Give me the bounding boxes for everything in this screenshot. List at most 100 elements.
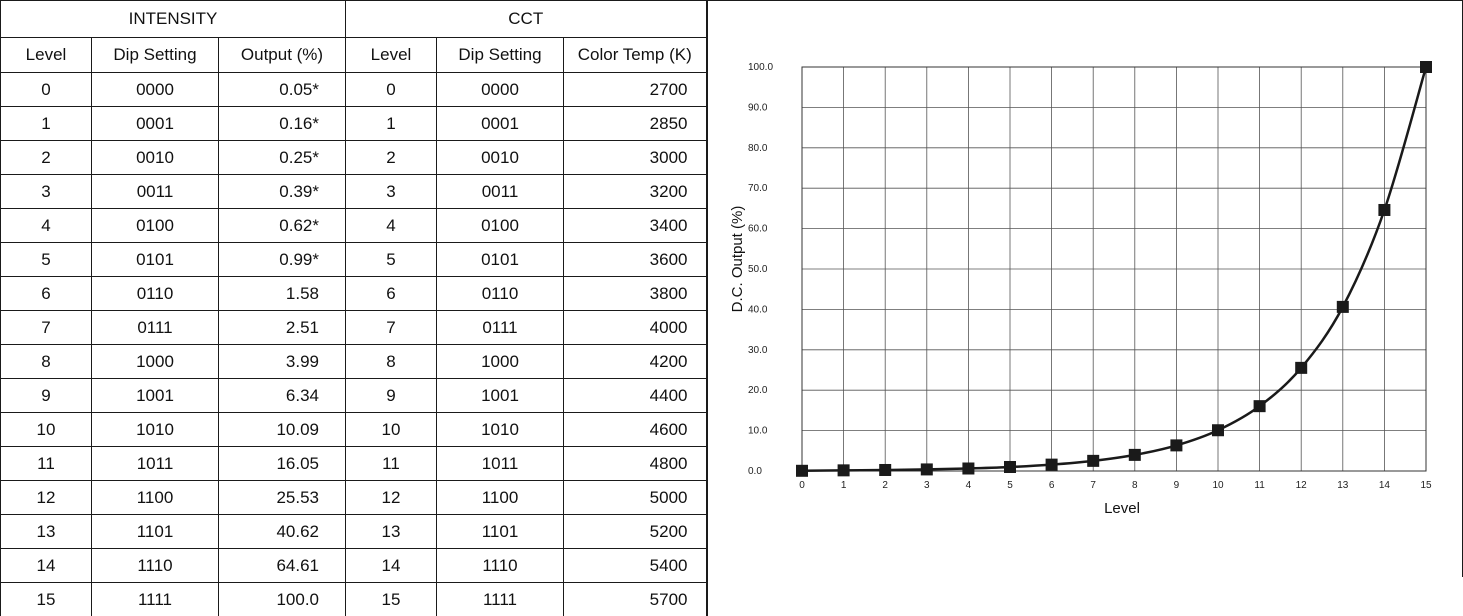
cct-level-cell: 2	[346, 141, 437, 175]
level-cell: 12	[1, 481, 92, 515]
cct-level-cell: 3	[346, 175, 437, 209]
y-tick-label: 100.0	[748, 62, 773, 73]
output-cell: 6.34	[219, 379, 346, 413]
cct-dip-setting-cell: 1010	[437, 413, 564, 447]
output-cell: 25.53	[219, 481, 346, 515]
cct-dip-setting-cell: 1110	[437, 549, 564, 583]
level-cell: 5	[1, 243, 92, 277]
output-cell: 0.16*	[219, 107, 346, 141]
cct-dip-setting-cell: 0111	[437, 311, 564, 345]
output-cell: 64.61	[219, 549, 346, 583]
data-point-marker	[962, 462, 974, 474]
cct-dip-setting-cell: 1001	[437, 379, 564, 413]
color-temp-cell: 3600	[564, 243, 707, 277]
output-cell: 100.0	[219, 583, 346, 616]
cct-dip-setting-cell: 0011	[437, 175, 564, 209]
column-header-output: Output (%)	[219, 38, 346, 73]
x-tick-label: 6	[1049, 480, 1055, 491]
color-temp-cell: 5700	[564, 583, 707, 616]
data-point-marker	[1295, 362, 1307, 374]
y-tick-label: 30.0	[748, 345, 768, 356]
dip-setting-cell: 1100	[92, 481, 219, 515]
cct-group-header: CCT	[346, 1, 707, 38]
cct-level-cell: 14	[346, 549, 437, 583]
dip-setting-cell: 0100	[92, 209, 219, 243]
y-tick-label: 10.0	[748, 426, 768, 437]
chart-canvas: 0.010.020.030.040.050.060.070.080.090.01…	[706, 1, 1463, 578]
cct-level-cell: 15	[346, 583, 437, 616]
dip-setting-cell: 0101	[92, 243, 219, 277]
level-cell: 3	[1, 175, 92, 209]
x-tick-label: 3	[924, 480, 930, 491]
cct-level-cell: 12	[346, 481, 437, 515]
level-cell: 0	[1, 73, 92, 107]
color-temp-cell: 4800	[564, 447, 707, 481]
cct-level-cell: 5	[346, 243, 437, 277]
cct-level-cell: 10	[346, 413, 437, 447]
cct-level-cell: 11	[346, 447, 437, 481]
y-tick-label: 60.0	[748, 224, 768, 235]
output-cell: 0.39*	[219, 175, 346, 209]
color-temp-cell: 4200	[564, 345, 707, 379]
level-cell: 7	[1, 311, 92, 345]
data-point-marker	[1004, 461, 1016, 473]
x-tick-label: 9	[1174, 480, 1180, 491]
color-temp-cell: 3200	[564, 175, 707, 209]
x-tick-label: 5	[1007, 480, 1013, 491]
data-point-marker	[879, 464, 891, 476]
data-point-marker	[1254, 400, 1266, 412]
dip-setting-cell: 1001	[92, 379, 219, 413]
data-point-marker	[1087, 455, 1099, 467]
dip-setting-cell: 0001	[92, 107, 219, 141]
x-tick-label: 12	[1296, 480, 1308, 491]
cct-dip-setting-cell: 0110	[437, 277, 564, 311]
output-cell: 0.62*	[219, 209, 346, 243]
color-temp-cell: 5400	[564, 549, 707, 583]
cct-dip-setting-cell: 0100	[437, 209, 564, 243]
column-header-dip-setting: Dip Setting	[92, 38, 219, 73]
output-cell: 16.05	[219, 447, 346, 481]
dip-setting-cell: 1011	[92, 447, 219, 481]
x-tick-label: 7	[1090, 480, 1096, 491]
x-tick-label: 4	[966, 480, 972, 491]
x-axis-title: Level	[1104, 500, 1140, 517]
y-tick-label: 70.0	[748, 183, 768, 194]
output-cell: 40.62	[219, 515, 346, 549]
cct-dip-setting-cell: 0000	[437, 73, 564, 107]
level-cell: 9	[1, 379, 92, 413]
cct-dip-setting-cell: 1101	[437, 515, 564, 549]
x-tick-label: 1	[841, 480, 847, 491]
color-temp-cell: 4000	[564, 311, 707, 345]
output-cell: 0.05*	[219, 73, 346, 107]
dip-setting-cell: 1010	[92, 413, 219, 447]
color-temp-cell: 4600	[564, 413, 707, 447]
cct-level-cell: 13	[346, 515, 437, 549]
cct-dip-setting-cell: 1000	[437, 345, 564, 379]
level-cell: 15	[1, 583, 92, 616]
column-header-level: Level	[1, 38, 92, 73]
column-header-color-temp: Color Temp (K)	[564, 38, 707, 73]
level-cell: 4	[1, 209, 92, 243]
cct-level-cell: 9	[346, 379, 437, 413]
color-temp-cell: 3000	[564, 141, 707, 175]
dip-setting-cell: 0111	[92, 311, 219, 345]
color-temp-cell: 3800	[564, 277, 707, 311]
data-point-marker	[1170, 439, 1182, 451]
dip-setting-cell: 0010	[92, 141, 219, 175]
x-tick-label: 13	[1337, 480, 1349, 491]
cct-dip-setting-cell: 1011	[437, 447, 564, 481]
level-cell: 13	[1, 515, 92, 549]
data-point-marker	[838, 464, 850, 476]
cct-level-cell: 8	[346, 345, 437, 379]
data-point-marker	[1129, 449, 1141, 461]
dip-setting-cell: 0110	[92, 277, 219, 311]
level-cell: 14	[1, 549, 92, 583]
cct-dip-setting-cell: 1100	[437, 481, 564, 515]
